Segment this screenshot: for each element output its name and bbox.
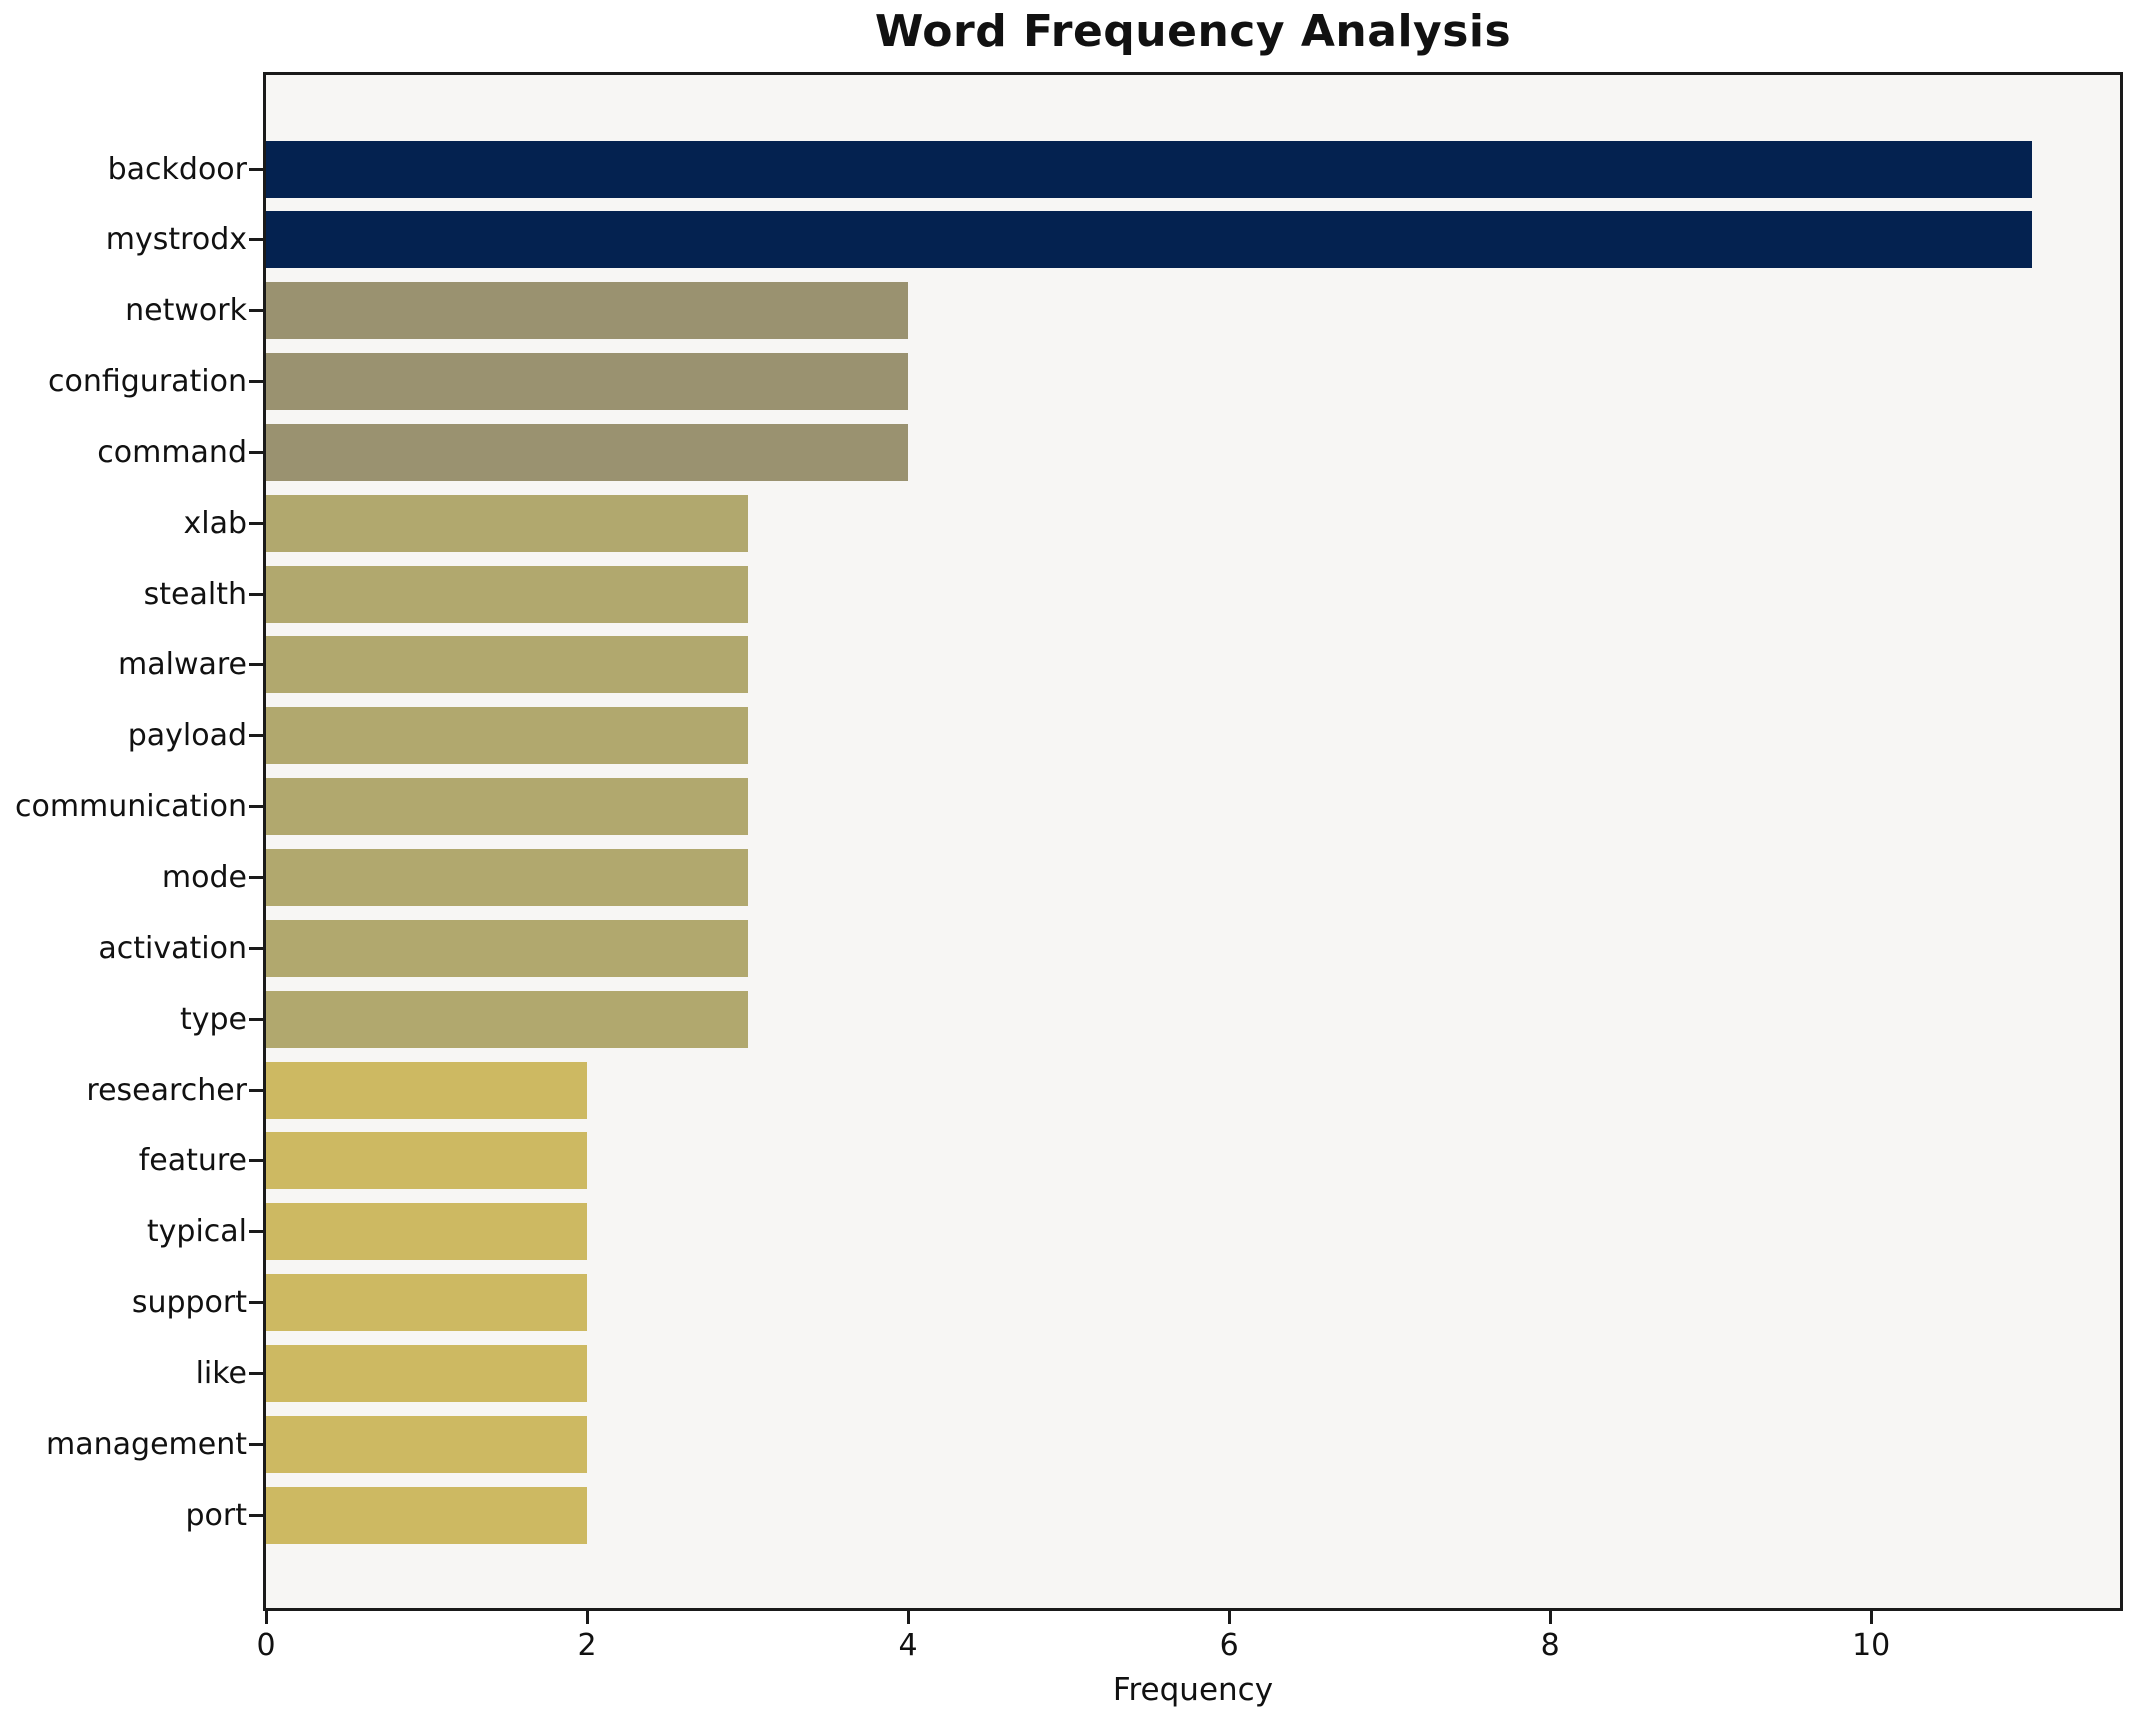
y-tick-label-support: support — [131, 1285, 247, 1321]
y-tick-mark — [249, 1017, 263, 1021]
bar-type — [266, 990, 748, 1048]
bar-malware — [266, 636, 748, 694]
chart-title: Word Frequency Analysis — [874, 6, 1512, 57]
y-tick-mark — [249, 946, 263, 950]
y-tick-label-backdoor: backdoor — [107, 151, 247, 187]
y-tick-label-like: like — [195, 1355, 247, 1391]
plot-area — [263, 72, 2123, 1611]
y-tick-label-typical: typical — [146, 1214, 247, 1250]
y-tick-mark — [249, 1230, 263, 1234]
y-tick-mark — [249, 805, 263, 809]
y-tick-label-malware: malware — [118, 647, 247, 683]
bar-researcher — [266, 1061, 588, 1119]
y-tick-mark — [249, 592, 263, 596]
bar-xlab — [266, 494, 748, 552]
y-tick-mark — [249, 734, 263, 738]
y-tick-label-network: network — [125, 293, 247, 329]
y-tick-label-feature: feature — [138, 1143, 247, 1179]
y-tick-mark — [249, 876, 263, 879]
bar-typical — [266, 1203, 588, 1261]
bar-configuration — [266, 353, 909, 411]
y-tick-mark — [249, 521, 263, 525]
y-tick-mark — [249, 1301, 263, 1305]
bar-network — [266, 282, 909, 340]
y-tick-mark — [249, 1159, 263, 1163]
x-tick-mark — [906, 1611, 910, 1624]
bar-feature — [266, 1132, 588, 1190]
y-tick-mark — [249, 238, 263, 242]
y-tick-mark — [249, 1513, 263, 1517]
y-tick-mark — [249, 380, 263, 384]
bar-activation — [266, 919, 748, 977]
y-tick-label-type: type — [179, 1001, 247, 1037]
bar-support — [266, 1274, 588, 1332]
x-tick-mark — [1227, 1611, 1231, 1624]
bar-port — [266, 1486, 588, 1544]
y-tick-label-mystrodx: mystrodx — [105, 222, 247, 258]
x-tick-mark — [1548, 1611, 1552, 1624]
y-tick-mark — [249, 167, 263, 171]
bar-mystrodx — [266, 211, 2032, 269]
bar-mode — [266, 849, 748, 906]
y-tick-label-command: command — [97, 434, 247, 470]
y-tick-mark — [249, 450, 263, 454]
x-tick-label-8: 8 — [1540, 1628, 1560, 1663]
x-tick-mark — [264, 1611, 268, 1624]
y-tick-mark — [249, 1088, 263, 1092]
y-tick-label-communication: communication — [14, 789, 247, 825]
y-tick-mark — [249, 309, 263, 313]
y-tick-label-stealth: stealth — [143, 576, 247, 612]
bar-command — [266, 423, 909, 481]
x-axis-title: Frequency — [1112, 1672, 1274, 1708]
bar-stealth — [266, 565, 748, 623]
y-tick-mark — [249, 1442, 263, 1446]
bar-backdoor — [266, 140, 2032, 198]
bar-communication — [266, 778, 748, 836]
x-tick-mark — [1869, 1611, 1873, 1624]
y-tick-label-xlab: xlab — [183, 505, 247, 541]
y-tick-label-configuration: configuration — [48, 364, 247, 400]
x-tick-label-4: 4 — [898, 1628, 918, 1663]
y-tick-mark — [249, 1371, 263, 1375]
y-tick-label-payload: payload — [127, 718, 247, 754]
y-tick-mark — [249, 663, 263, 667]
y-tick-label-management: management — [46, 1426, 247, 1462]
y-tick-label-port: port — [185, 1497, 248, 1533]
y-tick-label-mode: mode — [161, 860, 247, 895]
y-tick-label-activation: activation — [98, 930, 247, 966]
bar-payload — [266, 707, 748, 765]
x-tick-label-10: 10 — [1852, 1628, 1891, 1663]
x-tick-label-0: 0 — [256, 1628, 276, 1663]
bar-management — [266, 1415, 588, 1473]
bar-like — [266, 1344, 588, 1402]
x-tick-mark — [585, 1611, 589, 1624]
x-tick-label-2: 2 — [577, 1628, 597, 1663]
y-tick-label-researcher: researcher — [86, 1072, 247, 1108]
x-tick-label-6: 6 — [1219, 1628, 1239, 1663]
